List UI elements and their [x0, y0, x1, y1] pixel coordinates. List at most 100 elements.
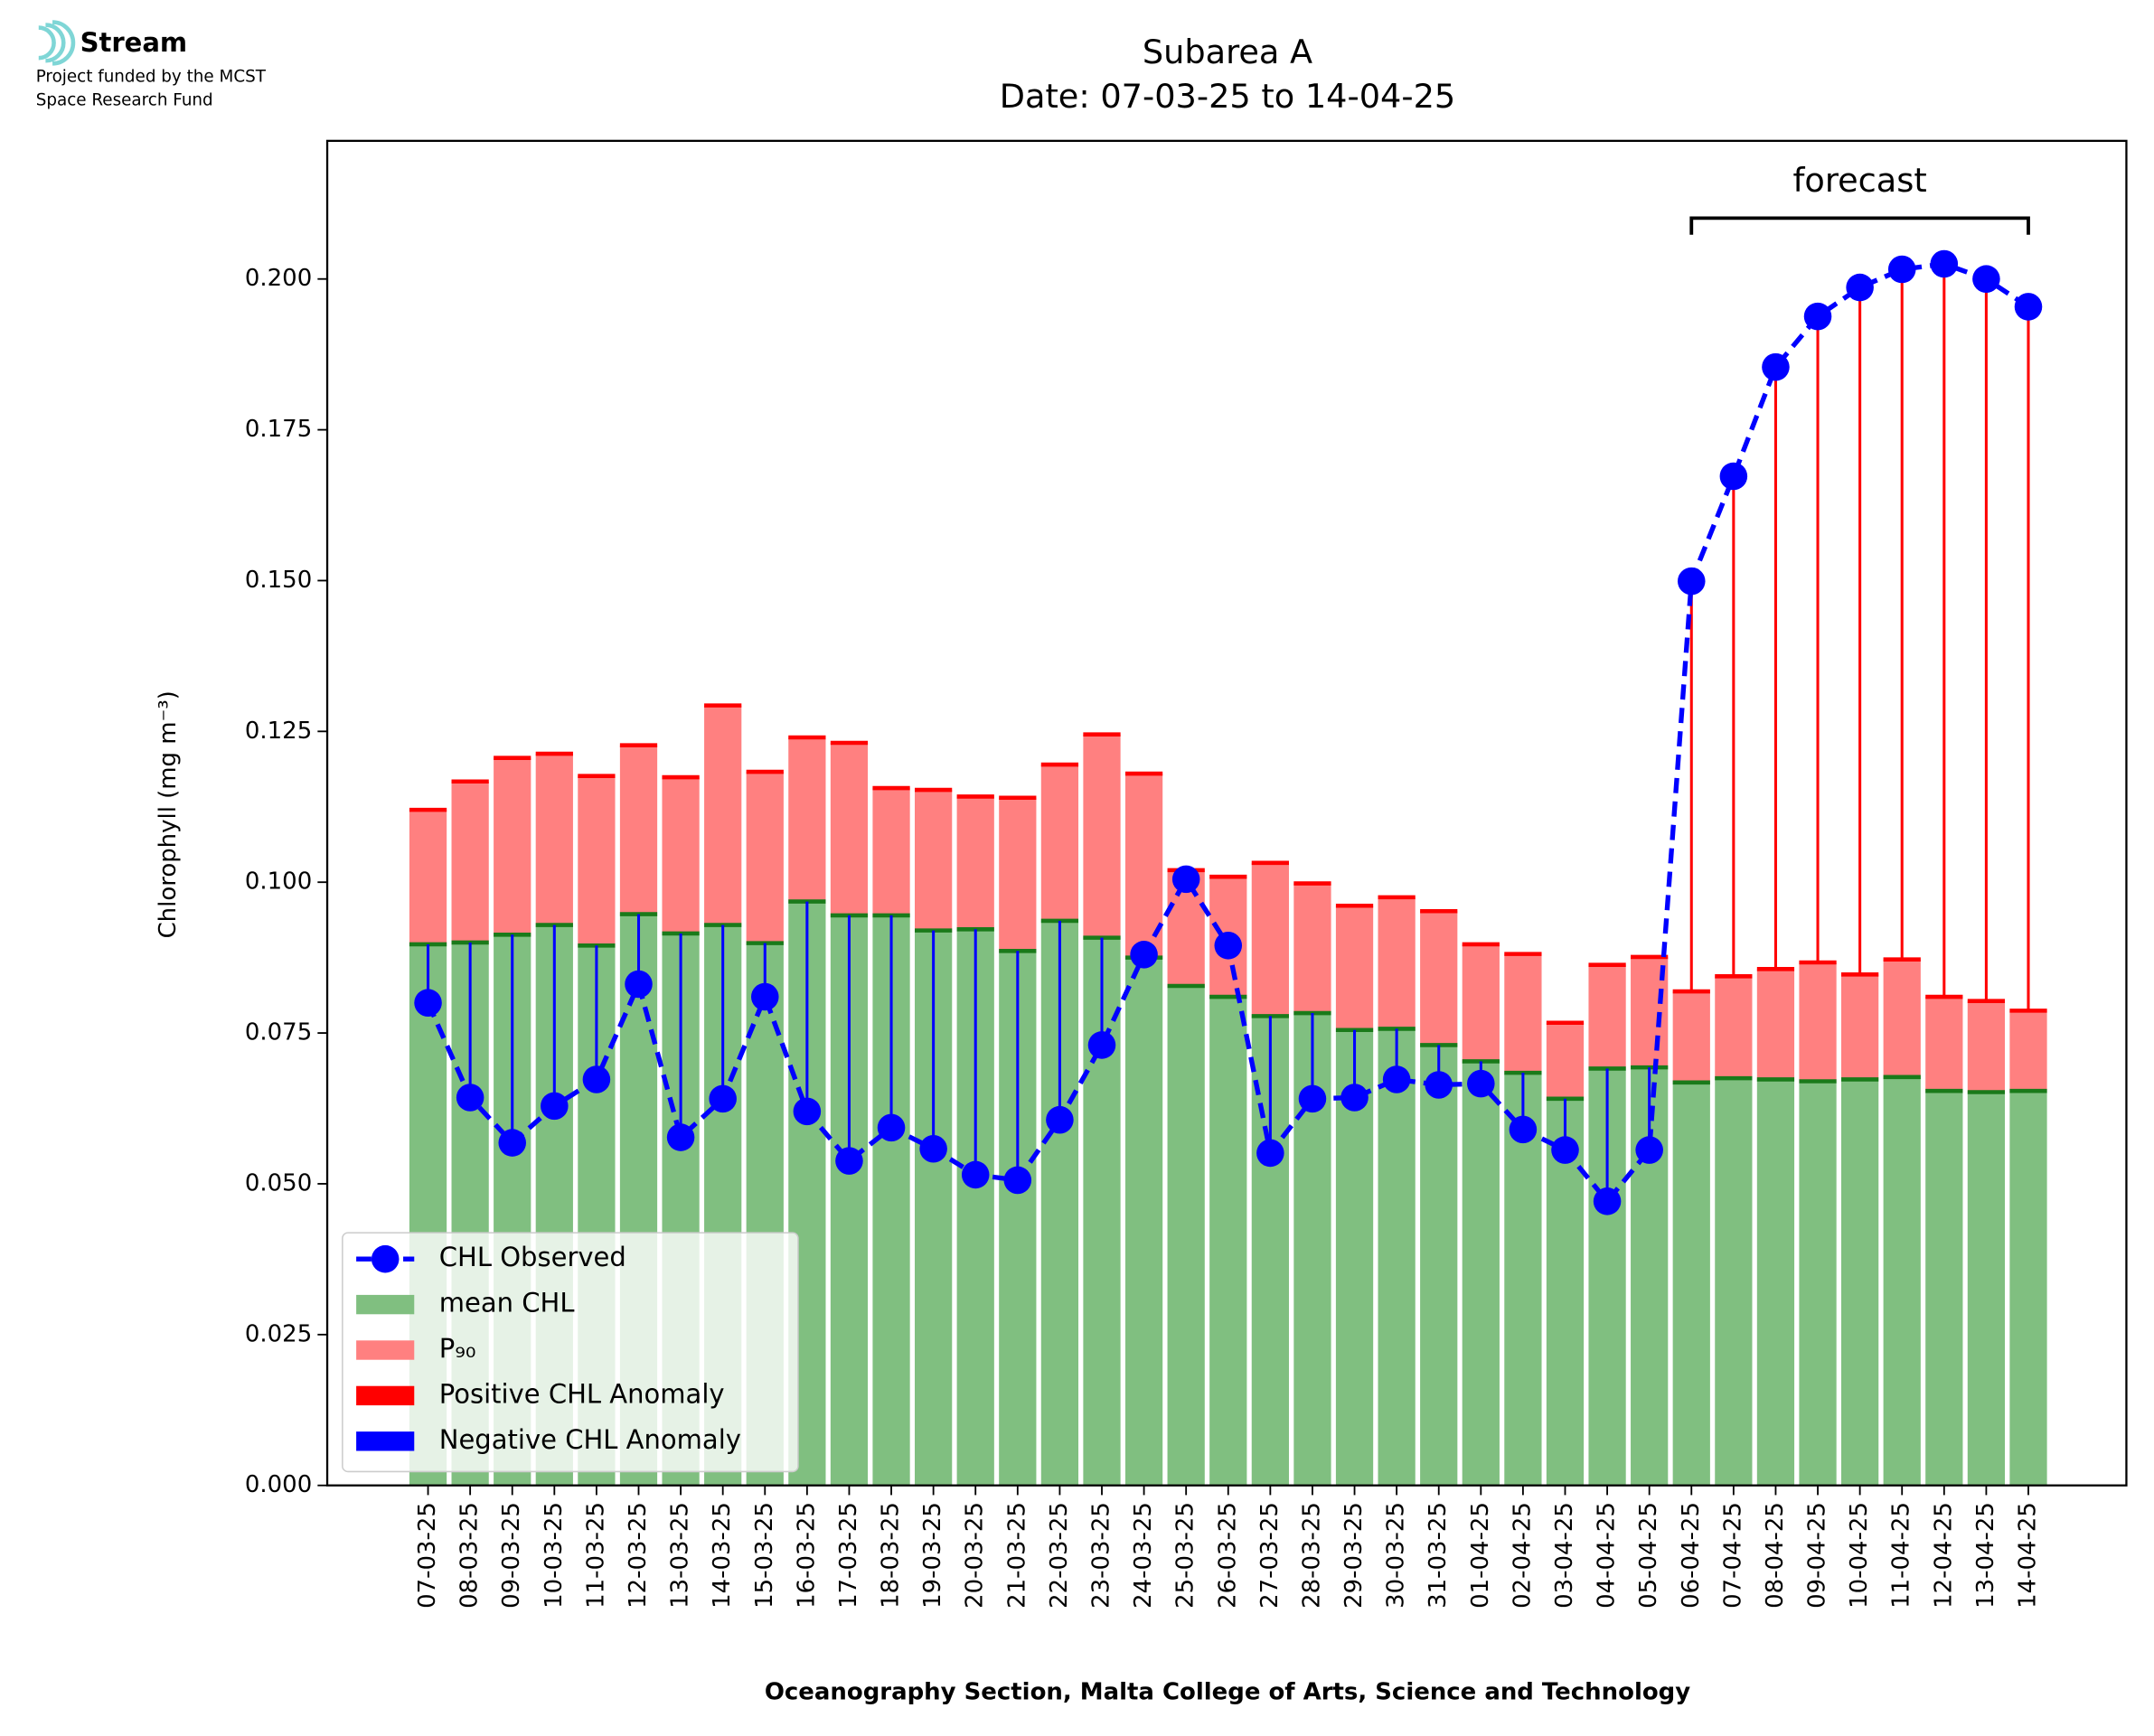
- x-tick-label: 20-03-25: [962, 1502, 989, 1609]
- p90-bar: [1504, 953, 1542, 1074]
- observed-marker: [1256, 1139, 1284, 1168]
- mean-bar: [1462, 1061, 1500, 1486]
- p90-bar: [619, 745, 658, 915]
- x-tick-label: 30-03-25: [1383, 1502, 1410, 1609]
- legend-swatch: [356, 1294, 415, 1315]
- forecast-bracket: [1689, 216, 2030, 235]
- p90-bar: [746, 772, 784, 943]
- observed-marker: [541, 1092, 569, 1121]
- logo: Stream Project funded by the MCST Space …: [36, 20, 267, 110]
- p90-bar: [1799, 962, 1837, 1082]
- x-tick-label: 01-04-25: [1467, 1502, 1494, 1609]
- forecast-label: forecast: [1793, 161, 1927, 200]
- mean-bar: [1209, 997, 1247, 1486]
- observed-marker: [919, 1134, 947, 1163]
- observed-marker: [709, 1084, 737, 1113]
- mean-bar: [2009, 1091, 2047, 1486]
- observed-marker: [877, 1113, 906, 1142]
- mean-bar: [1672, 1082, 1710, 1486]
- mean-bar: [1756, 1079, 1795, 1486]
- p90-bar: [1715, 976, 1753, 1079]
- p90-bar: [915, 790, 953, 931]
- y-tick-label: 0.150: [245, 567, 312, 594]
- observed-marker: [750, 982, 779, 1011]
- mean-bar: [1124, 957, 1163, 1486]
- p90-bar: [1883, 959, 1921, 1077]
- observed-marker: [1551, 1136, 1579, 1164]
- observed-marker: [1214, 932, 1243, 960]
- x-tick-label: 28-03-25: [1298, 1502, 1325, 1609]
- observed-marker: [1972, 265, 2000, 293]
- legend-label: Negative CHL Anomaly: [439, 1424, 741, 1455]
- p90-bar: [662, 777, 700, 934]
- p90-bar: [956, 796, 994, 930]
- x-tick-label: 11-03-25: [582, 1502, 609, 1609]
- legend-label: P₉₀: [439, 1333, 476, 1364]
- p90-bar: [872, 788, 910, 915]
- chart-title: Subarea A: [1143, 33, 1312, 71]
- observed-marker: [1635, 1136, 1663, 1164]
- observed-marker: [961, 1160, 990, 1189]
- p90-bar: [2009, 1010, 2047, 1092]
- p90-bar: [1040, 765, 1079, 921]
- plot-frame: [325, 139, 2128, 1487]
- observed-marker: [793, 1097, 822, 1126]
- legend-label: Positive CHL Anomaly: [439, 1378, 725, 1409]
- legend: CHL Observed mean CHL P₉₀ Positive CHL Anom…: [342, 1232, 799, 1473]
- y-tick-label: 0.025: [245, 1320, 312, 1347]
- legend-label: mean CHL: [439, 1288, 576, 1318]
- mean-bar: [1420, 1045, 1458, 1486]
- p90-bar: [1756, 969, 1795, 1080]
- p90-bar: [578, 775, 616, 946]
- y-axis-label: Chlorophyll (mg m⁻³): [155, 690, 182, 938]
- p90-bar: [1462, 943, 1500, 1062]
- y-tick-label: 0.100: [245, 868, 312, 896]
- y-tick-label: 0.125: [245, 718, 312, 745]
- x-tick-label: 13-04-25: [1972, 1502, 1999, 1609]
- x-axis-label: Oceanography Section, Malta College of A…: [765, 1678, 1690, 1705]
- observed-marker: [1846, 273, 1874, 302]
- x-tick-label: 15-03-25: [751, 1502, 778, 1609]
- p90-bar: [1925, 997, 1963, 1092]
- observed-marker: [666, 1123, 695, 1151]
- p90-bar: [535, 754, 573, 925]
- legend-frame: [342, 1232, 799, 1473]
- x-tick-label: 31-03-25: [1425, 1502, 1452, 1609]
- p90-bar: [451, 781, 489, 943]
- x-tick-label: 23-03-25: [1087, 1502, 1115, 1609]
- p90-bar: [999, 797, 1037, 952]
- observed-marker: [582, 1065, 611, 1093]
- observed-marker: [1046, 1105, 1074, 1134]
- legend-swatch: [356, 1340, 415, 1360]
- observed-marker: [1171, 865, 1200, 894]
- observed-marker: [1382, 1065, 1411, 1093]
- logo-name: Stream: [80, 27, 188, 58]
- observed-marker: [1509, 1115, 1538, 1144]
- y-tick-label: 0.075: [245, 1019, 312, 1046]
- mean-bar: [1715, 1078, 1753, 1486]
- x-tick-label: 14-04-25: [2014, 1502, 2041, 1609]
- p90-bar: [1251, 862, 1289, 1017]
- x-tick-label: 22-03-25: [1046, 1502, 1073, 1609]
- x-tick-label: 26-03-25: [1214, 1502, 1241, 1609]
- y-tick-label: 0.200: [245, 265, 312, 292]
- x-tick-label: 07-04-25: [1719, 1502, 1746, 1609]
- observed-marker: [1003, 1166, 1032, 1195]
- observed-marker: [625, 970, 653, 999]
- p90-bar: [1083, 734, 1121, 938]
- x-tick-label: 08-03-25: [456, 1502, 484, 1609]
- x-tick-label: 12-03-25: [625, 1502, 652, 1609]
- x-tick-label: 12-04-25: [1930, 1502, 1957, 1609]
- x-tick-label: 07-03-25: [414, 1502, 441, 1609]
- observed-marker: [1719, 462, 1748, 491]
- observed-marker: [1677, 567, 1706, 596]
- observed-marker: [1425, 1071, 1453, 1099]
- p90-bar: [1546, 1022, 1585, 1099]
- p90-bar: [1841, 974, 1879, 1080]
- x-tick-label: 09-04-25: [1804, 1502, 1831, 1609]
- observed-marker: [1130, 941, 1158, 969]
- x-tick-label: 03-04-25: [1551, 1502, 1578, 1609]
- p90-bar: [788, 737, 826, 902]
- observed-marker: [414, 989, 442, 1017]
